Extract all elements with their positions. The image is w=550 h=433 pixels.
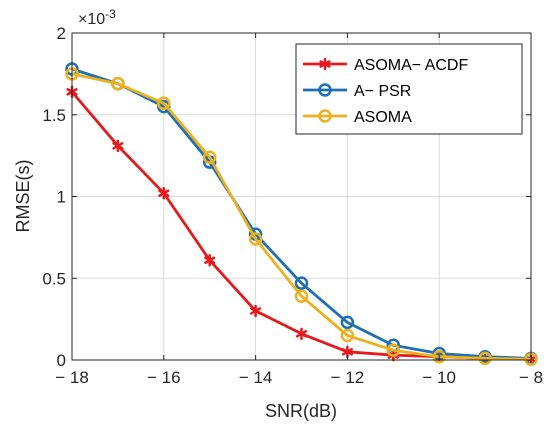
data-point [294,289,309,303]
data-point [250,304,262,318]
legend-marker [319,57,331,71]
x-tick-label: − 16 [147,368,181,387]
y-axis-label: RMSE(s) [13,160,33,233]
series-line [71,72,532,361]
legend-marker [318,109,332,123]
y-tick-label: 1.5 [42,106,66,125]
data-point [111,76,125,91]
data-point [295,327,308,341]
legend-label: A− PSR [354,83,411,100]
data-point [157,96,171,111]
data-point [294,276,309,290]
data-point [478,351,492,366]
x-tick-label: − 10 [422,368,456,387]
legend-label: ASOMA [354,109,412,126]
legend: ASOMA− ACDF A− PSR ASOMA [295,43,523,135]
y-multiplier-base: ×10 [78,11,105,28]
x-tick-label: − 14 [239,368,273,387]
data-point [112,139,124,153]
legend-label: ASOMA− ACDF [354,57,468,74]
data-point [340,315,355,330]
series-line [71,67,532,360]
data-point [202,150,217,165]
data-point [386,343,401,357]
x-tick-label: − 18 [55,368,89,387]
data-point [158,186,170,200]
data-point [204,254,216,267]
legend-marker [318,83,332,97]
y-multiplier-label: ×10-3 [78,7,116,28]
y-multiplier-exponent: -3 [105,7,116,21]
data-point [432,349,446,364]
x-axis-label: SNR(dB) [265,401,337,421]
data-point [248,232,263,246]
x-tick-label: − 8 [519,368,543,387]
data-point [340,328,355,343]
y-tick-label: 0.5 [42,269,66,288]
series-2 [65,67,538,366]
ticks: − 18 − 16 − 14 − 12 − 10 − 8 0 0.5 1 1.5 2 [42,24,543,387]
y-tick-label: 2 [57,24,66,43]
x-tick-label: − 12 [331,368,365,387]
y-tick-label: 1 [57,188,66,207]
y-tick-label: 0 [57,351,66,370]
